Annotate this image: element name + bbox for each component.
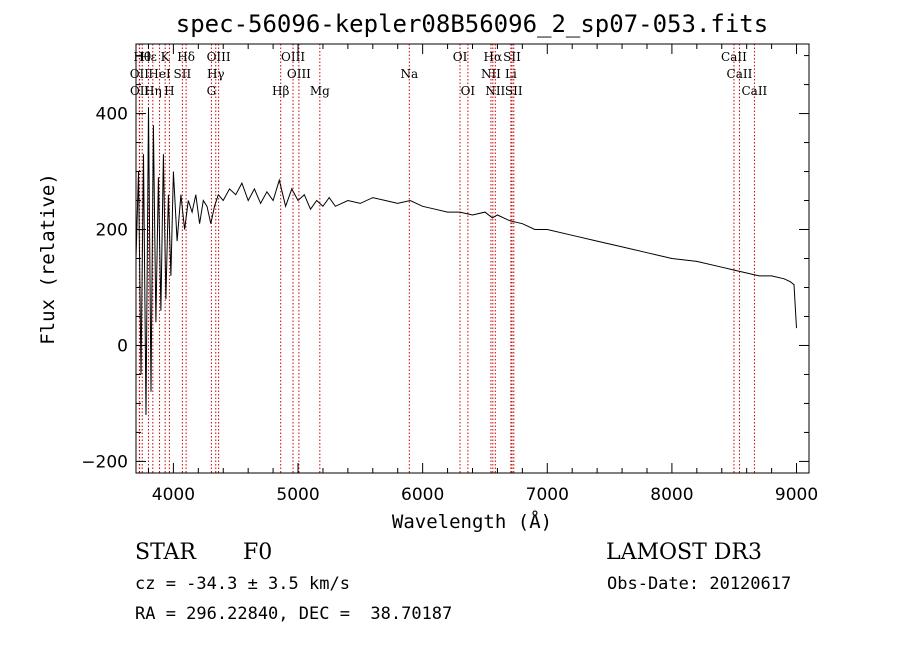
emission-line-label: G [207, 84, 217, 98]
emission-line-label: CaII [721, 50, 747, 64]
survey-name: LAMOST DR3 [606, 540, 762, 565]
y-tick-label: 0 [117, 336, 128, 356]
redshift-cz: cz = -34.3 ± 3.5 km/s [135, 574, 350, 594]
emission-line-label: H [164, 84, 174, 98]
emission-line-label: OI [453, 50, 468, 64]
emission-line-label: Hα [484, 50, 503, 64]
observation-date: Obs-Date: 20120617 [607, 574, 792, 594]
emission-line-label: OII [130, 84, 150, 98]
emission-line-label: Hη [144, 84, 162, 98]
emission-line-label: K [161, 50, 171, 64]
emission-line-label: Hγ [207, 67, 225, 81]
x-tick-label: 6000 [401, 485, 444, 505]
emission-line-label: CaII [741, 84, 767, 98]
emission-line-label: HeI [148, 67, 171, 81]
emission-line-label: Hε [140, 50, 157, 64]
emission-line-label: OIII [207, 50, 231, 64]
object-class: STAR [135, 540, 196, 565]
chart-title: spec-56096-kepler08B56096_2_sp07-053.fit… [176, 10, 768, 38]
x-tick-label: 4000 [152, 485, 195, 505]
emission-line-label: OIII [281, 50, 305, 64]
x-tick-label: 8000 [650, 485, 693, 505]
object-subclass: F0 [243, 540, 273, 565]
y-axis-label: Flux (relative) [37, 173, 59, 345]
emission-line-label: SII [174, 67, 192, 81]
emission-line-label: NII [485, 84, 505, 98]
emission-line-label: OII [130, 67, 150, 81]
emission-line-label: CaII [727, 67, 753, 81]
x-tick-label: 5000 [276, 485, 319, 505]
emission-line-label: Hβ [272, 84, 289, 98]
y-tick-label: 400 [96, 105, 128, 125]
plot-frame [135, 43, 810, 474]
x-tick-label: 9000 [775, 485, 818, 505]
emission-line-markers [138, 44, 755, 473]
y-axis-ticks: −200 0 200 400 [81, 55, 809, 472]
emission-line-label: Hδ [177, 50, 195, 64]
emission-line-label: Li [505, 67, 517, 81]
x-tick-label: 7000 [526, 485, 569, 505]
x-axis-label: Wavelength (Å) [392, 510, 552, 533]
emission-line-label: Mg [310, 84, 330, 98]
emission-line-label: Hθ [133, 50, 151, 64]
emission-line-label: Na [400, 67, 418, 81]
emission-line-label: NII [481, 67, 501, 81]
spectrum-line [135, 107, 797, 416]
emission-line-label: OI [461, 84, 476, 98]
coordinates: RA = 296.22840, DEC = 38.70187 [135, 604, 453, 624]
y-tick-label: 200 [96, 221, 128, 241]
y-tick-label: −200 [81, 452, 128, 472]
emission-line-label: SII [503, 50, 521, 64]
emission-line-label: OIII [287, 67, 311, 81]
x-axis-ticks: 4000 5000 6000 7000 8000 9000 [147, 44, 818, 505]
emission-line-label: SII [505, 84, 523, 98]
